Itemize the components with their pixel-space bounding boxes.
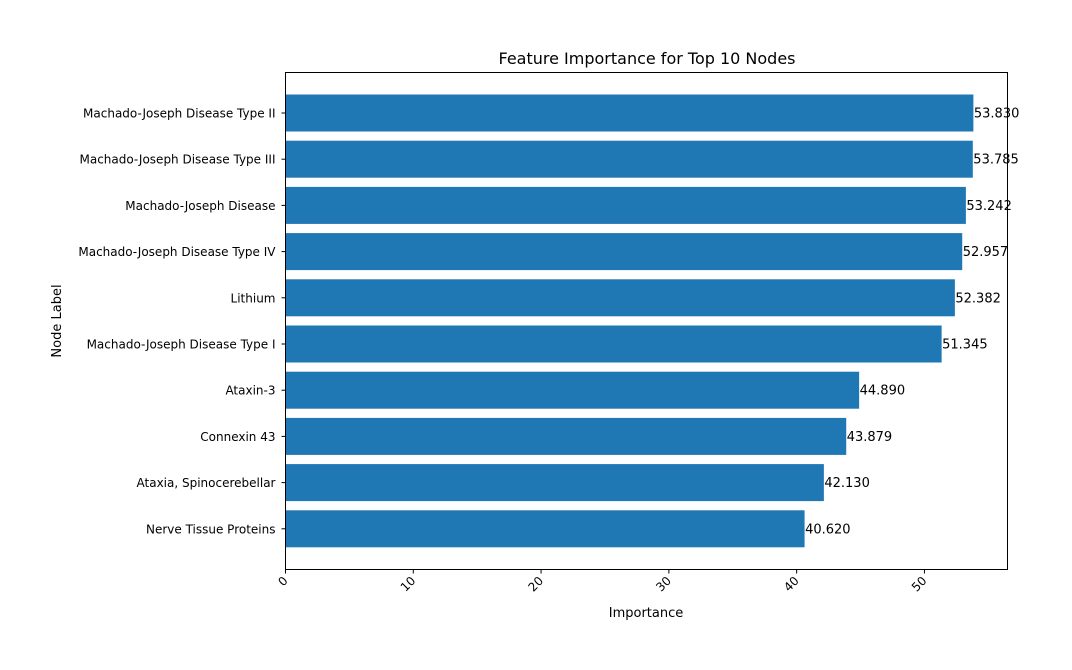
y-tick-label: Machado-Joseph Disease Type IV <box>78 245 276 259</box>
x-tick-label: 50 <box>909 574 930 595</box>
chart-title: Feature Importance for Top 10 Nodes <box>498 49 795 68</box>
y-tick-label: Ataxin-3 <box>225 384 275 398</box>
x-tick-label: 10 <box>398 574 419 595</box>
value-label: 43.879 <box>847 430 893 445</box>
value-label: 52.382 <box>955 291 1001 306</box>
bar <box>285 417 847 455</box>
bar <box>285 325 942 363</box>
bar <box>285 464 824 502</box>
bar <box>285 510 805 548</box>
value-label: 53.785 <box>973 153 1019 168</box>
value-label: 53.242 <box>966 199 1012 214</box>
y-tick-label: Lithium <box>231 291 276 305</box>
value-label: 44.890 <box>860 384 906 399</box>
bar <box>285 279 955 317</box>
y-tick-label: Connexin 43 <box>200 430 275 444</box>
plot-frame <box>285 72 1008 570</box>
x-tick-label: 30 <box>653 574 674 595</box>
x-axis-label: Importance <box>609 606 684 621</box>
bar <box>285 371 860 409</box>
value-label: 52.957 <box>963 245 1009 260</box>
value-label: 51.345 <box>942 338 988 353</box>
y-tick-label: Nerve Tissue Proteins <box>146 522 276 536</box>
x-tick-label: 40 <box>781 574 802 595</box>
bar <box>285 140 973 178</box>
x-tick-label: 0 <box>275 574 290 589</box>
bar <box>285 186 966 224</box>
x-tick-label: 20 <box>525 574 546 595</box>
value-label: 53.830 <box>974 107 1020 122</box>
bar <box>285 94 974 132</box>
y-tick-label: Machado-Joseph Disease Type III <box>79 153 275 167</box>
value-label: 40.620 <box>805 522 851 537</box>
y-tick-label: Machado-Joseph Disease Type I <box>87 338 276 352</box>
value-label: 42.130 <box>824 476 870 491</box>
y-tick-label: Machado-Joseph Disease Type II <box>83 107 275 121</box>
y-tick-label: Ataxia, Spinocerebellar <box>137 476 276 490</box>
y-axis-label: Node Label <box>50 284 65 357</box>
bar <box>285 233 963 271</box>
y-tick-label: Machado-Joseph Disease <box>125 199 275 213</box>
